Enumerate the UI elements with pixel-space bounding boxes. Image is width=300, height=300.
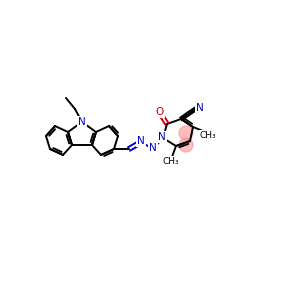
Text: N: N [78, 117, 86, 127]
Text: O: O [156, 107, 164, 117]
Text: CH₃: CH₃ [163, 157, 179, 166]
Circle shape [179, 138, 193, 152]
Text: N: N [137, 136, 145, 146]
Text: CH₃: CH₃ [200, 130, 216, 140]
Text: N: N [196, 103, 204, 113]
Text: N: N [149, 143, 157, 153]
Circle shape [179, 126, 193, 140]
Text: N: N [158, 132, 166, 142]
